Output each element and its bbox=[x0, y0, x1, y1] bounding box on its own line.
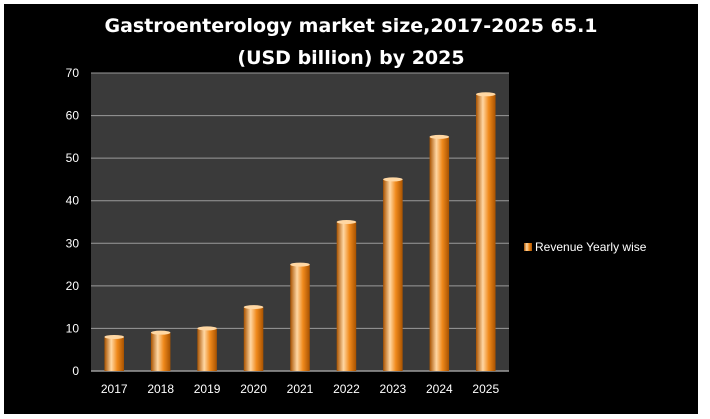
x-tick-label: 2024 bbox=[426, 382, 453, 396]
x-tick-label: 2023 bbox=[380, 382, 407, 396]
y-tick-label: 50 bbox=[66, 151, 80, 165]
x-tick-label: 2020 bbox=[240, 382, 267, 396]
chart-title-line-2: (USD billion) by 2025 bbox=[237, 47, 464, 69]
x-axis-ticks: 2017 2018 2019 2020 2021 2022 2023 2024 2025 bbox=[101, 382, 500, 396]
chart-title-line-1: Gastroenterology market size,2017-2025 6… bbox=[104, 15, 597, 37]
bar-2021 bbox=[290, 264, 310, 371]
bar-cap-2018 bbox=[150, 330, 171, 335]
y-axis-ticks: 0 10 20 30 40 50 60 70 bbox=[66, 66, 80, 378]
x-tick-label: 2018 bbox=[147, 382, 174, 396]
legend-label: Revenue Yearly wise bbox=[535, 240, 647, 254]
legend: Revenue Yearly wise bbox=[524, 240, 647, 254]
y-tick-label: 30 bbox=[66, 236, 80, 250]
bar-cap-2022 bbox=[336, 220, 357, 224]
bar-2019 bbox=[197, 328, 217, 371]
bar-cap-2017 bbox=[104, 334, 124, 339]
bar-2020 bbox=[243, 307, 264, 371]
bar-cap-2021 bbox=[290, 262, 310, 267]
bar-2022 bbox=[336, 222, 357, 371]
x-tick-label: 2019 bbox=[194, 382, 221, 396]
bar-2017 bbox=[104, 336, 124, 371]
bar-cap-2025 bbox=[476, 92, 496, 97]
bar-cap-2024 bbox=[429, 134, 450, 139]
bar-2024 bbox=[429, 136, 450, 371]
x-tick-label: 2017 bbox=[101, 382, 128, 396]
chart-frame: Gastroenterology market size,2017-2025 6… bbox=[4, 4, 698, 414]
y-tick-label: 40 bbox=[66, 194, 80, 208]
y-tick-label: 0 bbox=[72, 364, 79, 378]
y-tick-label: 20 bbox=[66, 279, 80, 293]
x-tick-label: 2025 bbox=[472, 382, 499, 396]
x-tick-label: 2021 bbox=[287, 382, 314, 396]
bars bbox=[104, 92, 496, 372]
x-tick-label: 2022 bbox=[333, 382, 360, 396]
bar-cap-2023 bbox=[383, 177, 403, 182]
bar-cap-2019 bbox=[197, 326, 217, 331]
bar-2023 bbox=[383, 179, 403, 371]
bar-2018 bbox=[150, 332, 171, 371]
bar-2025 bbox=[476, 94, 496, 372]
bar-cap-2020 bbox=[243, 305, 264, 310]
y-tick-label: 70 bbox=[66, 66, 80, 80]
y-tick-label: 60 bbox=[66, 109, 80, 123]
bar-chart: Gastroenterology market size,2017-2025 6… bbox=[66, 15, 647, 396]
legend-swatch bbox=[524, 243, 532, 251]
y-tick-label: 10 bbox=[66, 321, 80, 335]
